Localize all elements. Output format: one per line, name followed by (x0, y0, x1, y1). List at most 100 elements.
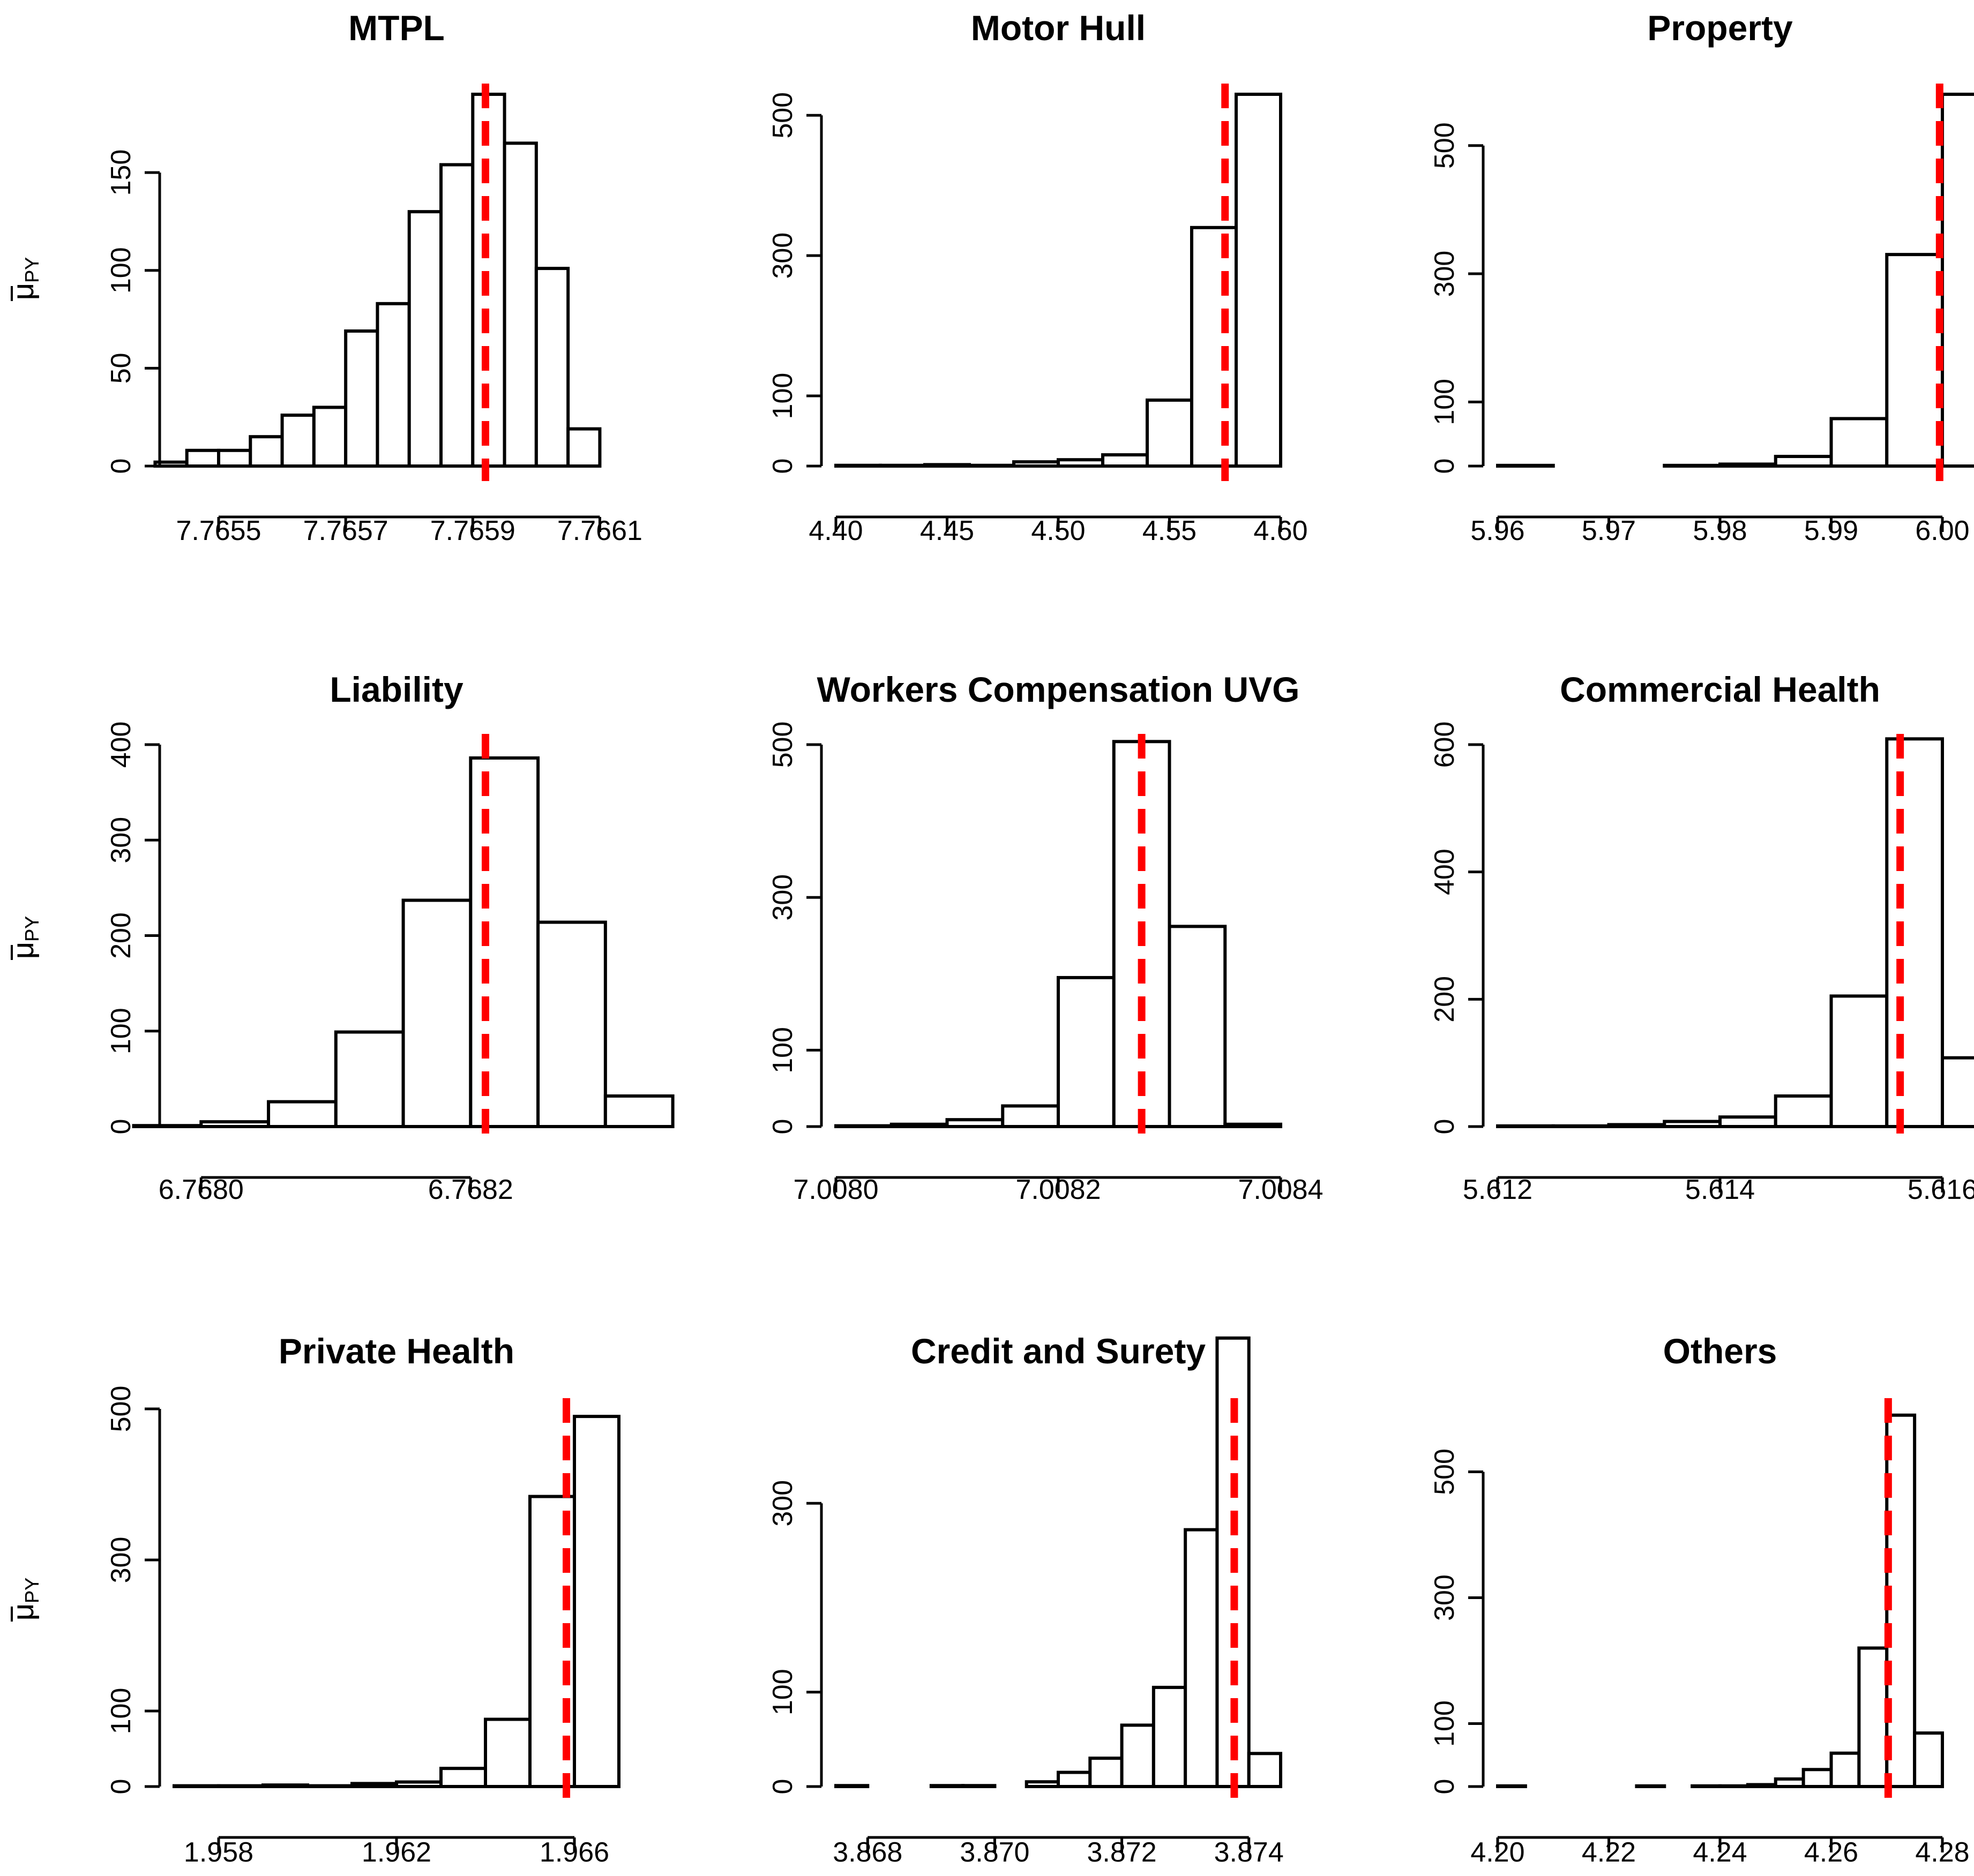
histogram-bar (1496, 1784, 1527, 1788)
x-tick-label: 4.24 (1693, 1837, 1747, 1868)
histogram-bar (1120, 1723, 1155, 1788)
y-tick-label: 300 (767, 232, 798, 279)
histogram-bar (344, 329, 379, 468)
y-tick-label: 100 (767, 1027, 798, 1074)
y-tick-label: 600 (1429, 722, 1460, 768)
histogram-bar (1496, 1124, 1555, 1129)
y-tick-label: 300 (1429, 251, 1460, 297)
x-tick-label: 7.0080 (793, 1174, 878, 1205)
histogram-bar (1146, 398, 1193, 468)
histogram-bar (1774, 455, 1833, 468)
y-tick-label: 50 (106, 352, 137, 384)
x-tick-label: 7.7659 (430, 515, 515, 546)
x-tick-label: 5.97 (1582, 515, 1636, 546)
histogram-bar (603, 1094, 675, 1128)
panel-1: MTPL 0 50 100 150 7.7655 7.7657 7.7659 7.7661 μPY (6, 8, 642, 546)
histogram-bar (1691, 1784, 1722, 1788)
panel-title: Credit and Surety (911, 1331, 1206, 1371)
histogram-bar (1001, 1104, 1060, 1129)
y-axis-label-subscript: PY (21, 257, 43, 283)
histogram-bar (1913, 1731, 1944, 1788)
histogram-bar (1607, 1123, 1666, 1129)
histogram-bar (407, 210, 443, 468)
x-tick-label: 7.0084 (1238, 1174, 1323, 1205)
histogram-bar (1551, 1124, 1611, 1129)
histogram-bar (1088, 1757, 1124, 1788)
y-tick-label: 0 (106, 1119, 137, 1135)
histogram-bar (945, 1118, 1005, 1129)
x-tick-label: 3.870 (960, 1837, 1029, 1868)
x-tick-label: 5.98 (1693, 515, 1747, 546)
histogram-bar (1223, 1122, 1282, 1128)
panel-title: Workers Compensation UVG (817, 670, 1300, 709)
x-tick-label: 4.26 (1804, 1837, 1858, 1868)
y-tick-label: 100 (767, 1669, 798, 1715)
histogram-bar (929, 1784, 965, 1789)
y-tick-label: 300 (106, 817, 137, 864)
y-tick-label: 0 (767, 1119, 798, 1135)
histogram-bar (1247, 1752, 1283, 1788)
y-axis-label-subscript: PY (21, 1578, 43, 1603)
y-tick-label: 100 (106, 247, 137, 294)
y-tick-label: 0 (767, 459, 798, 474)
histogram-bar (1941, 93, 1974, 468)
histogram-bar (1941, 1056, 1974, 1129)
panel-4: Liability 0 100 200 300 400 6.7680 6.7682 μPY (6, 670, 675, 1205)
x-tick-label: 4.45 (920, 515, 974, 546)
x-tick-label: 6.7682 (428, 1174, 513, 1205)
histogram-bar (1718, 1115, 1777, 1129)
histogram-bar (1829, 1751, 1861, 1789)
histogram-bar (834, 1124, 893, 1128)
histogram-bar (280, 414, 316, 468)
histogram-bar (1635, 1784, 1666, 1788)
histogram-bar (132, 1124, 203, 1129)
histogram-bar (469, 756, 540, 1128)
histogram-bar (961, 1784, 997, 1789)
histogram-bar (199, 1120, 271, 1128)
y-tick-label: 500 (767, 92, 798, 139)
x-tick-label: 4.20 (1470, 1837, 1524, 1868)
histogram-bar (1012, 460, 1060, 468)
histogram-bar (923, 463, 971, 468)
histogram-bar (376, 302, 411, 468)
histogram-bar (889, 1122, 949, 1128)
histogram-bar (1774, 1094, 1833, 1128)
histogram-bar (1025, 1780, 1060, 1788)
panel-title: Property (1647, 8, 1793, 48)
x-tick-label: 4.50 (1031, 515, 1085, 546)
x-tick-label: 4.40 (809, 515, 863, 546)
x-tick-label: 4.22 (1582, 1837, 1636, 1868)
histogram-bar (173, 1784, 220, 1789)
histogram-bar (401, 898, 473, 1128)
histogram-bar (1801, 1768, 1833, 1788)
y-tick-label: 500 (1429, 122, 1460, 169)
histogram-bar (306, 1784, 354, 1789)
panel-5: Workers Compensation UVG 0 100 300 500 7.0080… (6, 670, 1324, 1205)
y-axis-label: μPY (6, 257, 43, 300)
panel-title: Commercial Health (1560, 670, 1880, 709)
x-tick-label: 3.874 (1214, 1837, 1284, 1868)
y-axis-label: μPY (6, 916, 43, 959)
x-tick-label: 1.962 (362, 1837, 431, 1868)
y-tick-label: 300 (106, 1537, 137, 1584)
y-tick-label: 0 (106, 1779, 137, 1795)
histogram-bar (395, 1780, 443, 1789)
y-tick-label: 200 (1429, 976, 1460, 1023)
y-tick-label: 100 (767, 373, 798, 419)
y-tick-label: 150 (106, 149, 137, 196)
y-tick-label: 100 (1429, 1700, 1460, 1747)
y-tick-label: 300 (1429, 1574, 1460, 1621)
histogram-bar (1168, 925, 1227, 1128)
y-tick-label: 400 (106, 722, 137, 768)
histogram-bar (1057, 1770, 1092, 1788)
y-tick-label: 100 (106, 1008, 137, 1054)
histogram-bar (439, 1767, 487, 1788)
histogram-bar (1718, 462, 1777, 468)
y-tick-label: 500 (767, 722, 798, 768)
x-tick-label: 5.614 (1685, 1174, 1755, 1205)
histogram-bar (834, 1784, 870, 1789)
panel-title: Motor Hull (971, 8, 1146, 48)
